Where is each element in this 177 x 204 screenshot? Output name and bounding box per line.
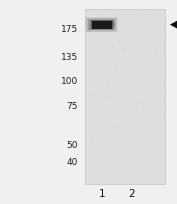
Bar bbox=[90, 21, 113, 30]
Bar bbox=[92, 22, 112, 29]
Text: 40: 40 bbox=[67, 158, 78, 167]
Text: 75: 75 bbox=[66, 102, 78, 111]
Text: 2: 2 bbox=[129, 188, 135, 198]
Bar bbox=[87, 19, 116, 32]
Bar bbox=[85, 10, 165, 184]
Bar bbox=[88, 20, 115, 31]
Bar bbox=[85, 18, 118, 33]
Bar bbox=[89, 20, 114, 31]
Polygon shape bbox=[170, 20, 177, 31]
Bar bbox=[86, 19, 117, 32]
Text: 100: 100 bbox=[61, 77, 78, 86]
Text: 135: 135 bbox=[61, 53, 78, 62]
Text: 175: 175 bbox=[61, 24, 78, 33]
Text: 1: 1 bbox=[98, 188, 105, 198]
Bar bbox=[110, 23, 115, 28]
Text: 50: 50 bbox=[66, 141, 78, 150]
